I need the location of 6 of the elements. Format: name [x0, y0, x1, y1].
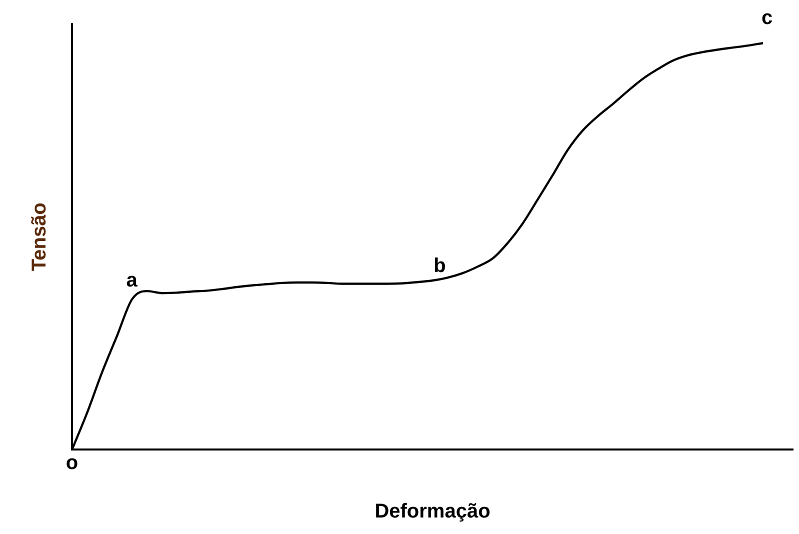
y-axis-title: Tensão [28, 202, 51, 272]
text: c [761, 7, 773, 30]
x-axis-title: Deformação [374, 500, 490, 523]
text: o [66, 452, 78, 474]
annotation: a [126, 269, 138, 292]
annotation: b [434, 255, 446, 278]
